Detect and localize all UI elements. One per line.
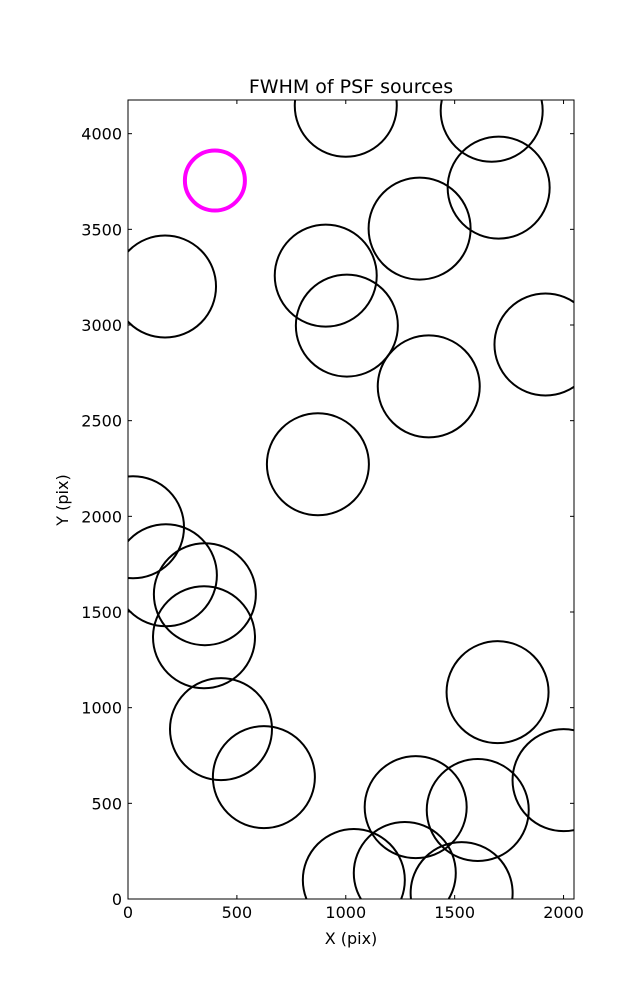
- plot-area: [128, 100, 574, 899]
- y-tick-label: 3000: [81, 316, 122, 335]
- psf-source: [152, 542, 257, 647]
- y-tick-label: 3500: [81, 220, 122, 239]
- psf-source: [445, 640, 550, 745]
- y-tick-label: 0: [112, 890, 122, 909]
- psf-source: [511, 728, 574, 833]
- psf-source: [439, 100, 544, 163]
- psf-source: [265, 412, 370, 517]
- psf-source: [273, 223, 378, 328]
- psf-source: [493, 292, 574, 397]
- y-tick-label: 4000: [81, 125, 122, 144]
- axes-frame: [127, 99, 575, 900]
- psf-source: [425, 758, 530, 863]
- x-tick-label: 0: [123, 903, 133, 922]
- psf-source: [352, 820, 457, 899]
- psf-source: [294, 273, 399, 378]
- y-tick-label: 2000: [81, 507, 122, 526]
- psf-source: [363, 755, 468, 860]
- y-tick-label: 500: [91, 794, 122, 813]
- x-tick-label: 1500: [434, 903, 475, 922]
- psf-source: [211, 725, 316, 830]
- psf-source: [152, 585, 257, 690]
- x-tick-label: 2000: [543, 903, 584, 922]
- y-tick-label: 2500: [81, 412, 122, 431]
- x-tick-label: 1000: [325, 903, 366, 922]
- y-axis-label: Y (pix): [53, 474, 72, 526]
- psf-source: [293, 100, 398, 158]
- y-tick-label: 1000: [81, 699, 122, 718]
- psf-source: [409, 841, 514, 899]
- psf-source: [128, 234, 218, 339]
- x-axis-label: X (pix): [325, 929, 378, 948]
- chart-title: FWHM of PSF sources: [249, 76, 453, 98]
- psf-source: [376, 334, 481, 439]
- psf-source: [182, 148, 247, 213]
- psf-source: [301, 828, 406, 899]
- y-tick-label: 1500: [81, 603, 122, 622]
- psf-source: [367, 176, 472, 281]
- x-tick-label: 500: [222, 903, 253, 922]
- psf-source: [168, 677, 273, 782]
- psf-source: [446, 135, 551, 240]
